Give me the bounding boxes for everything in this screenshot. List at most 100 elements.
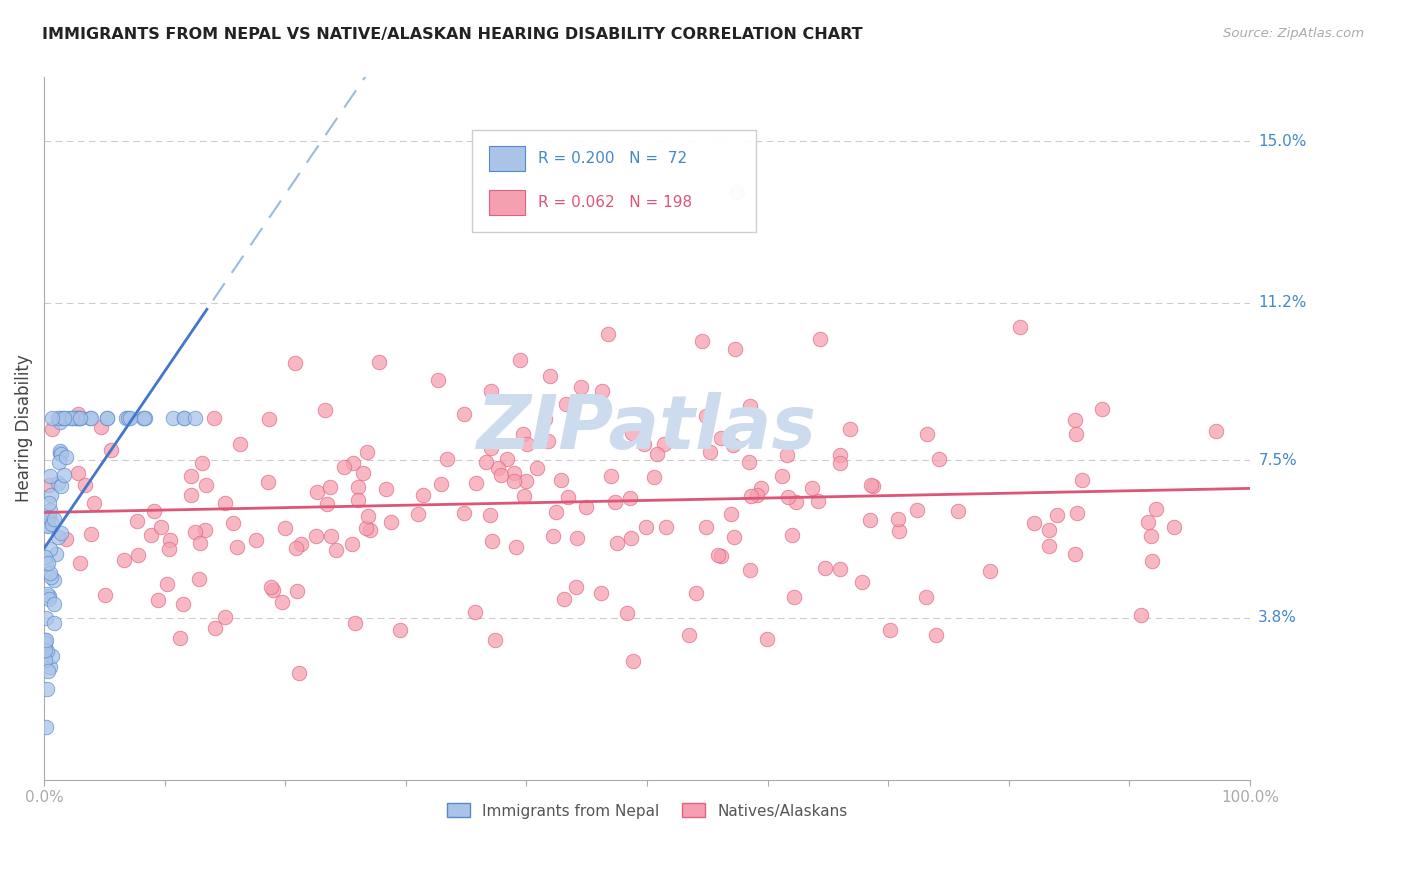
Point (131, 410, 153, 425)
Point (555, 397, 578, 411)
Point (814, 561, 837, 575)
Point (39, 570, 62, 584)
Point (187, 572, 209, 586)
Point (180, 488, 202, 502)
Point (516, 436, 538, 450)
Point (39, 502, 62, 516)
Point (38, 509, 60, 524)
Point (46, 530, 69, 544)
Point (118, 410, 141, 425)
Point (245, 533, 267, 547)
Point (39, 469, 62, 483)
Point (55, 450, 77, 464)
Point (37, 557, 59, 571)
Point (69, 410, 91, 425)
Point (80, 410, 103, 425)
Point (633, 437, 655, 451)
Point (39, 660, 62, 674)
Point (538, 368, 561, 383)
Point (828, 562, 851, 576)
Point (375, 482, 398, 496)
Point (1144, 502, 1167, 516)
Point (727, 186, 749, 200)
Point (285, 584, 308, 599)
Point (52, 468, 75, 483)
Point (41, 649, 63, 664)
Point (35, 587, 58, 601)
Point (695, 520, 717, 534)
Point (738, 563, 761, 577)
Point (599, 469, 621, 483)
Point (319, 480, 342, 494)
Point (321, 528, 343, 542)
Point (464, 605, 486, 619)
Point (38, 477, 60, 491)
Text: R = 0.200   N =  72: R = 0.200 N = 72 (538, 151, 688, 166)
Point (37, 517, 59, 532)
Point (45, 547, 67, 561)
Point (479, 384, 502, 399)
Point (83, 496, 105, 510)
Point (66, 410, 89, 425)
Point (927, 452, 949, 467)
Point (284, 356, 307, 370)
Point (75, 478, 97, 492)
Point (1205, 424, 1227, 438)
Point (859, 513, 882, 527)
Point (557, 490, 579, 504)
Point (342, 456, 364, 470)
Point (352, 467, 374, 481)
Point (173, 410, 195, 425)
Point (214, 495, 236, 509)
Point (479, 442, 502, 456)
Point (606, 535, 628, 549)
Y-axis label: Hearing Disability: Hearing Disability (15, 355, 32, 502)
Point (879, 624, 901, 638)
Point (749, 482, 772, 496)
Point (229, 437, 252, 451)
Point (38, 592, 60, 607)
Point (636, 520, 658, 534)
Point (1091, 402, 1114, 417)
Point (156, 577, 179, 591)
Text: R = 0.062   N = 198: R = 0.062 N = 198 (538, 195, 693, 210)
Point (838, 422, 860, 436)
Point (1066, 507, 1088, 521)
Point (502, 474, 524, 488)
Point (565, 532, 588, 546)
Point (426, 374, 449, 388)
Point (38, 496, 60, 510)
Point (619, 491, 641, 505)
Point (359, 524, 381, 538)
Point (56, 410, 79, 425)
Point (905, 503, 928, 517)
Point (1045, 508, 1067, 522)
Point (1163, 520, 1185, 534)
Point (49, 525, 72, 540)
Point (770, 469, 793, 483)
Point (55, 532, 77, 546)
Point (257, 411, 280, 425)
Point (290, 536, 312, 550)
Point (180, 468, 202, 483)
Point (1064, 547, 1087, 561)
Point (307, 484, 329, 499)
Point (723, 530, 745, 544)
Point (60, 410, 83, 425)
Point (149, 520, 172, 534)
Point (368, 355, 391, 369)
Point (1064, 426, 1087, 441)
Point (37, 644, 59, 658)
Point (79, 526, 101, 541)
Point (740, 489, 762, 503)
Point (305, 529, 328, 543)
Point (34, 636, 56, 650)
Point (162, 410, 184, 425)
Point (801, 481, 824, 495)
Point (127, 548, 149, 562)
Point (512, 427, 534, 442)
Point (724, 342, 747, 356)
Point (112, 553, 135, 567)
Point (34, 549, 56, 564)
Point (49, 479, 72, 493)
